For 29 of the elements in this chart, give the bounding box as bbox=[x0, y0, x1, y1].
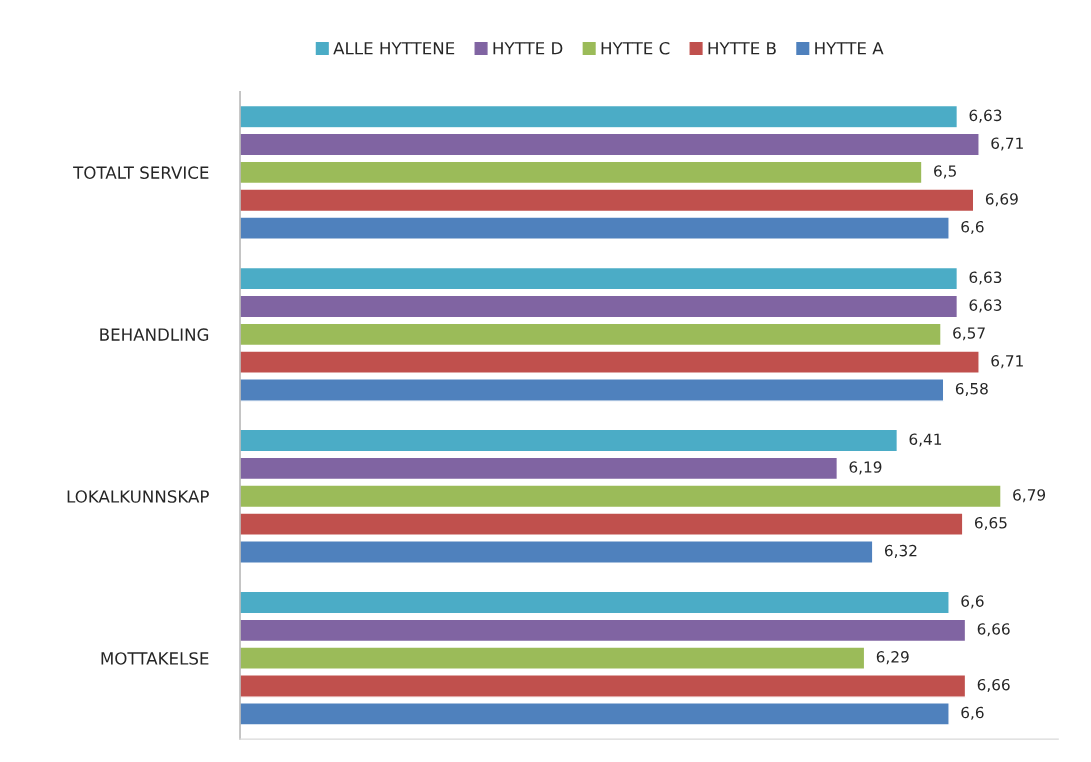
legend-label: HYTTE C bbox=[601, 41, 670, 55]
data-label: 6,69 bbox=[985, 193, 1018, 207]
data-label: 6,5 bbox=[934, 165, 956, 179]
data-label: 6,66 bbox=[977, 623, 1010, 637]
data-label: 6,63 bbox=[969, 271, 1002, 285]
data-label: 6,6 bbox=[961, 220, 984, 235]
legend-label: HYTTE B bbox=[708, 42, 776, 55]
data-label: 6,57 bbox=[953, 327, 985, 341]
data-label: 6,32 bbox=[884, 544, 917, 558]
data-label: 6,65 bbox=[974, 516, 1007, 531]
data-label: 6,41 bbox=[909, 433, 942, 447]
y-tick-label: MOTTAKELSE bbox=[101, 652, 209, 665]
data-label: 6,19 bbox=[849, 461, 882, 475]
data-label: 6,63 bbox=[969, 299, 1002, 313]
data-label: 6,66 bbox=[977, 678, 1010, 693]
legend-label: HYTTE D bbox=[493, 42, 563, 55]
data-label: 6,71 bbox=[991, 137, 1023, 151]
data-label: 6,71 bbox=[991, 355, 1023, 369]
data-label: 6,79 bbox=[1013, 489, 1046, 503]
data-label: 6,58 bbox=[955, 382, 988, 397]
data-label: 6,6 bbox=[961, 595, 984, 609]
data-label: 6,6 bbox=[961, 706, 984, 720]
legend-label: HYTTE A bbox=[815, 42, 884, 55]
y-tick-label: BEHANDLING bbox=[100, 328, 209, 341]
y-tick-label: LOKALKUNNSKAP bbox=[67, 490, 209, 503]
data-label: 6,29 bbox=[876, 651, 909, 665]
legend-label: ALLE HYTTENE bbox=[333, 42, 455, 55]
y-tick-label: TOTALT SERVICE bbox=[73, 166, 209, 179]
data-label: 6,63 bbox=[969, 109, 1002, 123]
